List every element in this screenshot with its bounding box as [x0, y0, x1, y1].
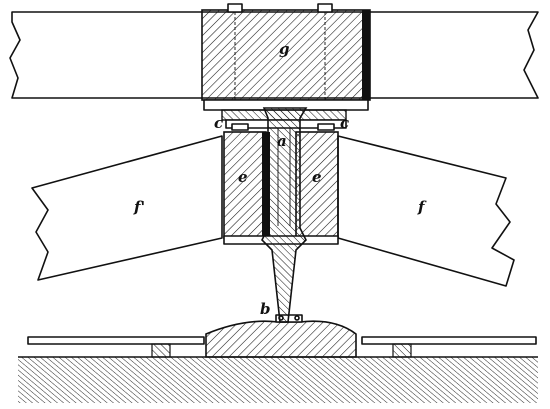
wing-f-right [337, 135, 515, 287]
spindle-a [261, 107, 308, 323]
label-g: g [279, 40, 290, 58]
ground-base [18, 356, 538, 403]
label-b: b [260, 300, 271, 318]
ground-rails [27, 336, 537, 358]
wing-f-left [31, 135, 223, 281]
label-c-left: c [214, 114, 223, 132]
block-g [201, 3, 371, 111]
block-e-left [223, 131, 270, 239]
label-f-right: f [417, 198, 427, 216]
label-f-left: f' [133, 198, 145, 216]
label-c-right: c [340, 114, 349, 132]
label-e-left: e [238, 168, 248, 186]
label-e-right: e [312, 168, 322, 186]
label-a: a [277, 132, 287, 150]
